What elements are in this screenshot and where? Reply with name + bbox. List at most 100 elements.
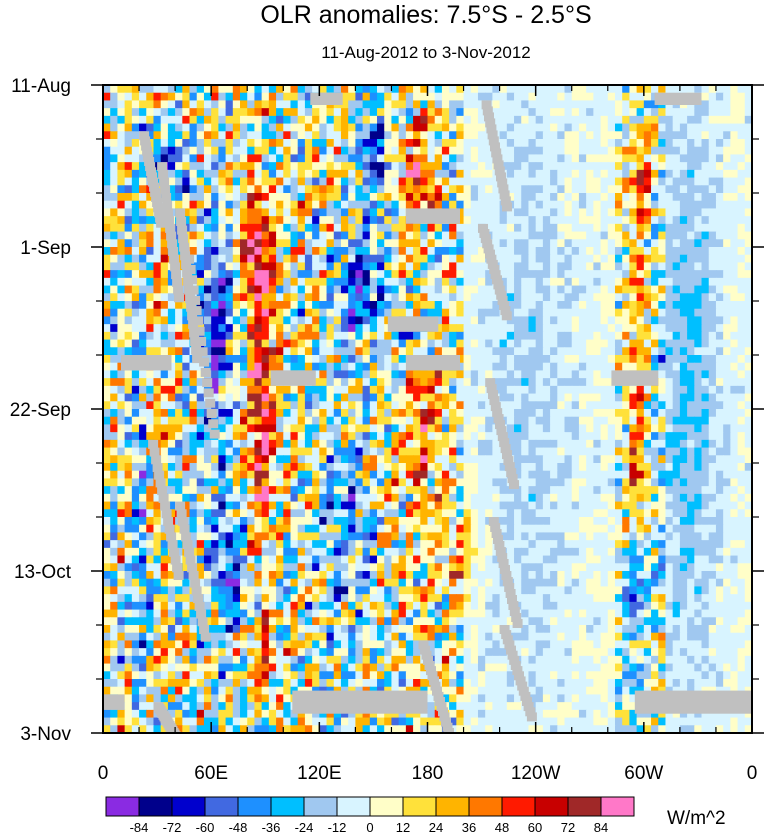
heatmap-cell <box>687 409 695 418</box>
heatmap-cell <box>232 478 241 487</box>
heatmap-cell <box>225 347 234 356</box>
heatmap-cell <box>550 409 558 418</box>
heatmap-cell <box>651 331 659 341</box>
heatmap-cell <box>340 378 349 387</box>
heatmap-cell <box>636 486 645 495</box>
heatmap-cell <box>304 501 313 510</box>
heatmap-cell <box>449 223 457 233</box>
heatmap-cell <box>211 439 219 449</box>
heatmap-cell <box>319 362 328 372</box>
heatmap-cell <box>189 509 198 518</box>
heatmap-cell <box>153 424 162 433</box>
heatmap-cell <box>687 432 695 441</box>
heatmap-cell <box>723 432 731 441</box>
heatmap-cell <box>449 239 457 248</box>
heatmap-cell <box>730 223 739 233</box>
heatmap-cell <box>528 362 537 372</box>
heatmap-cell <box>232 416 241 426</box>
heatmap-cell <box>405 108 414 117</box>
heatmap-cell <box>348 254 356 264</box>
heatmap-cell <box>196 285 205 294</box>
heatmap-cell <box>232 470 241 480</box>
heatmap-cell <box>211 470 219 480</box>
heatmap-cell <box>391 115 400 125</box>
heatmap-cell <box>665 254 674 264</box>
heatmap-cell <box>348 231 356 240</box>
heatmap-cell <box>182 486 191 495</box>
heatmap-cell <box>550 239 558 248</box>
heatmap-cell <box>492 85 501 94</box>
heatmap-cell <box>312 424 320 433</box>
heatmap-cell <box>283 169 292 179</box>
heatmap-cell <box>369 493 378 503</box>
heatmap-cell <box>110 177 119 186</box>
heatmap-cell <box>319 123 328 132</box>
heatmap-cell <box>535 200 544 210</box>
heatmap-cell <box>333 154 342 163</box>
heatmap-cell <box>398 262 407 271</box>
heatmap-cell <box>578 424 587 433</box>
heatmap-cell <box>441 100 450 109</box>
heatmap-cell <box>672 378 681 387</box>
heatmap-cell <box>651 478 659 487</box>
heatmap-cell <box>377 362 385 372</box>
heatmap-cell <box>369 108 378 117</box>
heatmap-cell <box>629 247 638 256</box>
heatmap-cell <box>189 478 198 487</box>
heatmap-cell <box>564 378 573 387</box>
heatmap-cell <box>737 493 746 503</box>
heatmap-cell <box>449 347 457 356</box>
heatmap-cell <box>131 401 140 410</box>
heatmap-cell <box>528 463 537 472</box>
heatmap-cell <box>535 185 544 194</box>
heatmap-cell <box>636 208 645 217</box>
heatmap-cell <box>694 108 703 117</box>
heatmap-cell <box>492 185 501 194</box>
heatmap-cell <box>189 486 198 495</box>
heatmap-cell <box>254 370 263 379</box>
heatmap-cell <box>110 355 119 364</box>
heatmap-cell <box>348 154 356 163</box>
heatmap-cell <box>514 262 522 271</box>
heatmap-cell <box>377 293 385 302</box>
heatmap-cell <box>377 301 385 310</box>
heatmap-cell <box>629 193 638 202</box>
heatmap-cell <box>232 347 241 356</box>
heatmap-cell <box>225 223 234 233</box>
heatmap-cell <box>665 409 674 418</box>
heatmap-cell <box>153 308 162 318</box>
heatmap-cell <box>528 393 537 402</box>
heatmap-cell <box>701 301 710 310</box>
heatmap-cell <box>247 169 256 179</box>
heatmap-cell <box>240 85 248 94</box>
heatmap-cell <box>232 324 241 333</box>
heatmap-cell <box>326 208 335 217</box>
heatmap-cell <box>304 231 313 240</box>
heatmap-cell <box>247 200 256 210</box>
heatmap-cell <box>196 231 205 240</box>
heatmap-cell <box>413 247 421 256</box>
heatmap-cell <box>261 493 270 503</box>
heatmap-cell <box>203 393 212 402</box>
heatmap-cell <box>297 308 306 318</box>
heatmap-cell <box>369 424 378 433</box>
heatmap-cell <box>146 285 155 294</box>
heatmap-cell <box>218 432 227 441</box>
heatmap-cell <box>232 463 241 472</box>
heatmap-cell <box>261 162 270 171</box>
heatmap-cell <box>687 455 695 464</box>
heatmap-cell <box>247 509 256 518</box>
heatmap-cell <box>622 301 631 310</box>
heatmap-cell <box>737 385 746 395</box>
heatmap-cell <box>521 362 530 372</box>
heatmap-cell <box>651 501 659 510</box>
heatmap-cell <box>687 470 695 480</box>
heatmap-cell <box>586 416 594 426</box>
heatmap-cell <box>268 247 277 256</box>
heatmap-cell <box>658 370 667 379</box>
heatmap-cell <box>124 501 133 510</box>
heatmap-cell <box>304 270 313 279</box>
heatmap-cell <box>189 216 198 225</box>
heatmap-cell <box>564 324 573 333</box>
heatmap-cell <box>276 100 284 109</box>
